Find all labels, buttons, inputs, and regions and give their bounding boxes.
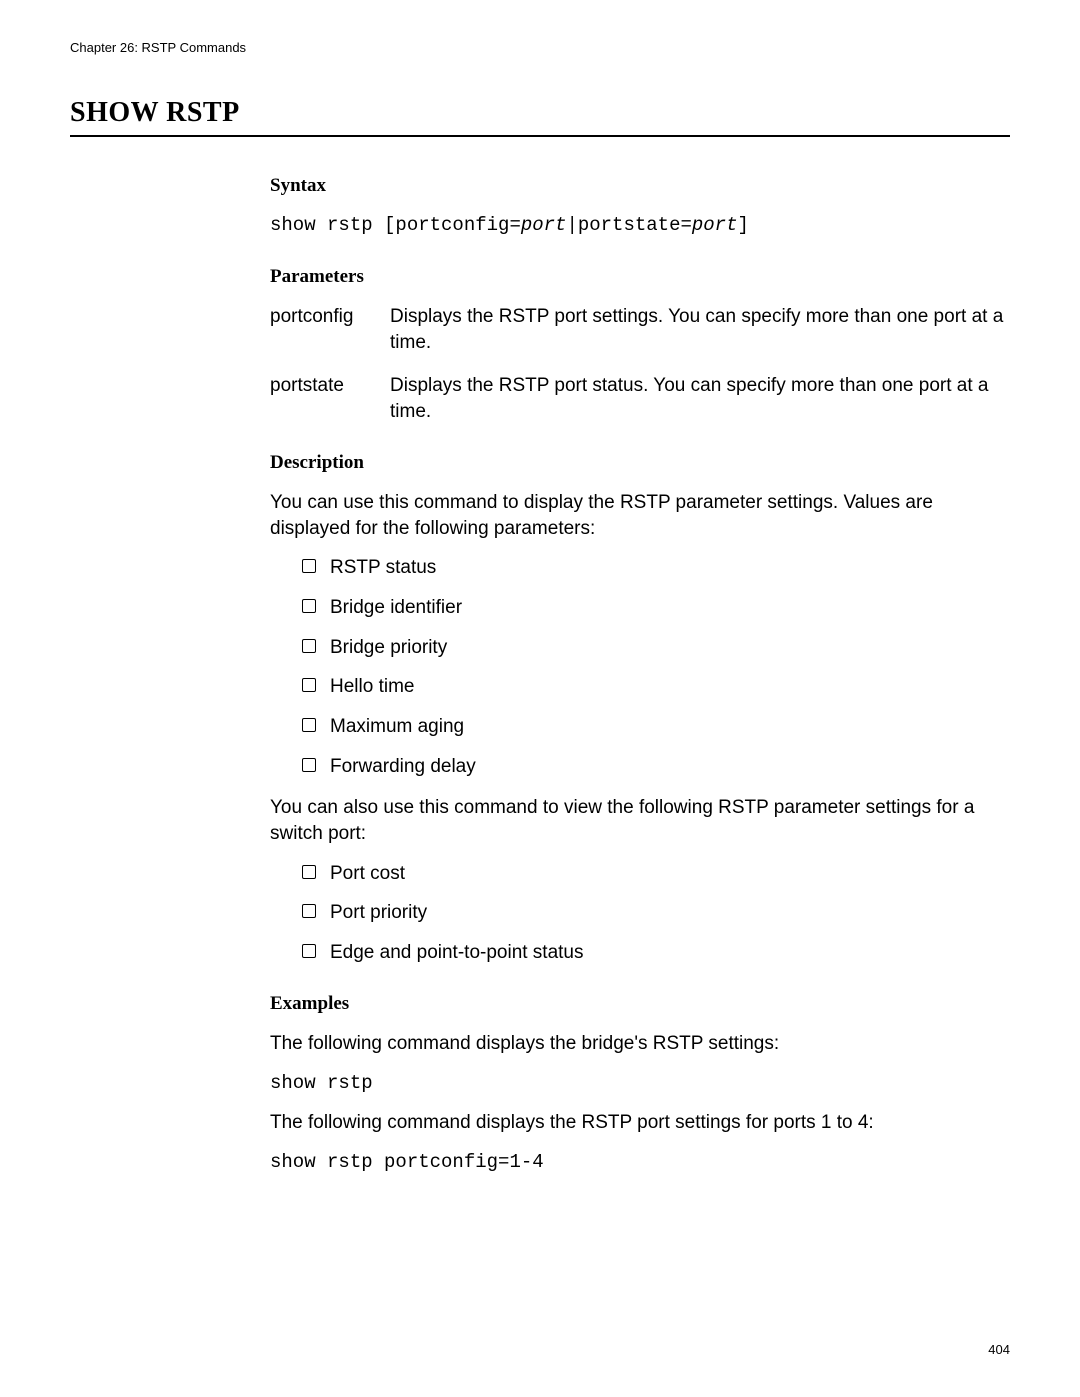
checkbox-icon (302, 944, 316, 958)
param-desc: Displays the RSTP port settings. You can… (390, 304, 1010, 355)
list-item-label: Bridge priority (330, 637, 447, 658)
examples-heading: Examples (270, 991, 1010, 1017)
list-item: RSTP status (302, 555, 1010, 581)
syntax-pre1: show rstp [portconfig= (270, 214, 521, 236)
syntax-post: ] (737, 214, 748, 236)
page-number: 404 (988, 1342, 1010, 1357)
parameters-heading: Parameters (270, 264, 1010, 290)
list-item: Bridge priority (302, 635, 1010, 661)
list-item-label: Port cost (330, 863, 405, 884)
checkbox-icon (302, 758, 316, 772)
chapter-header: Chapter 26: RSTP Commands (70, 40, 1010, 55)
description-para2: You can also use this command to view th… (270, 795, 1010, 846)
description-para1: You can use this command to display the … (270, 490, 1010, 541)
syntax-heading: Syntax (270, 173, 1010, 199)
syntax-mid: |portstate= (566, 214, 691, 236)
list-item: Bridge identifier (302, 595, 1010, 621)
list-item-label: Edge and point-to-point status (330, 942, 584, 963)
examples-para2: The following command displays the RSTP … (270, 1110, 1010, 1136)
param-desc: Displays the RSTP port status. You can s… (390, 373, 1010, 424)
list-item-label: Forwarding delay (330, 756, 476, 777)
description-heading: Description (270, 450, 1010, 476)
checkbox-icon (302, 678, 316, 692)
examples-code2: show rstp portconfig=1-4 (270, 1150, 1010, 1176)
list-item-label: RSTP status (330, 557, 436, 578)
syntax-ital2: port (692, 214, 738, 236)
param-row: portstate Displays the RSTP port status.… (270, 373, 1010, 424)
list-item: Edge and point-to-point status (302, 940, 1010, 966)
checkbox-icon (302, 639, 316, 653)
list-item: Hello time (302, 674, 1010, 700)
checkbox-icon (302, 559, 316, 573)
list-item-label: Port priority (330, 902, 427, 923)
param-row: portconfig Displays the RSTP port settin… (270, 304, 1010, 355)
list-item-label: Maximum aging (330, 716, 464, 737)
syntax-ital1: port (521, 214, 567, 236)
description-list1: RSTP status Bridge identifier Bridge pri… (302, 555, 1010, 779)
content-body: Syntax show rstp [portconfig=port|portst… (270, 173, 1010, 1176)
syntax-code: show rstp [portconfig=port|portstate=por… (270, 213, 1010, 239)
list-item: Port priority (302, 900, 1010, 926)
list-item: Maximum aging (302, 714, 1010, 740)
list-item-label: Bridge identifier (330, 597, 462, 618)
page-title: SHOW RSTP (70, 97, 1010, 137)
examples-para1: The following command displays the bridg… (270, 1031, 1010, 1057)
checkbox-icon (302, 599, 316, 613)
list-item: Port cost (302, 861, 1010, 887)
param-name: portconfig (270, 304, 390, 355)
checkbox-icon (302, 865, 316, 879)
examples-code1: show rstp (270, 1071, 1010, 1097)
param-name: portstate (270, 373, 390, 424)
list-item: Forwarding delay (302, 754, 1010, 780)
checkbox-icon (302, 904, 316, 918)
description-list2: Port cost Port priority Edge and point-t… (302, 861, 1010, 966)
checkbox-icon (302, 718, 316, 732)
list-item-label: Hello time (330, 676, 414, 697)
